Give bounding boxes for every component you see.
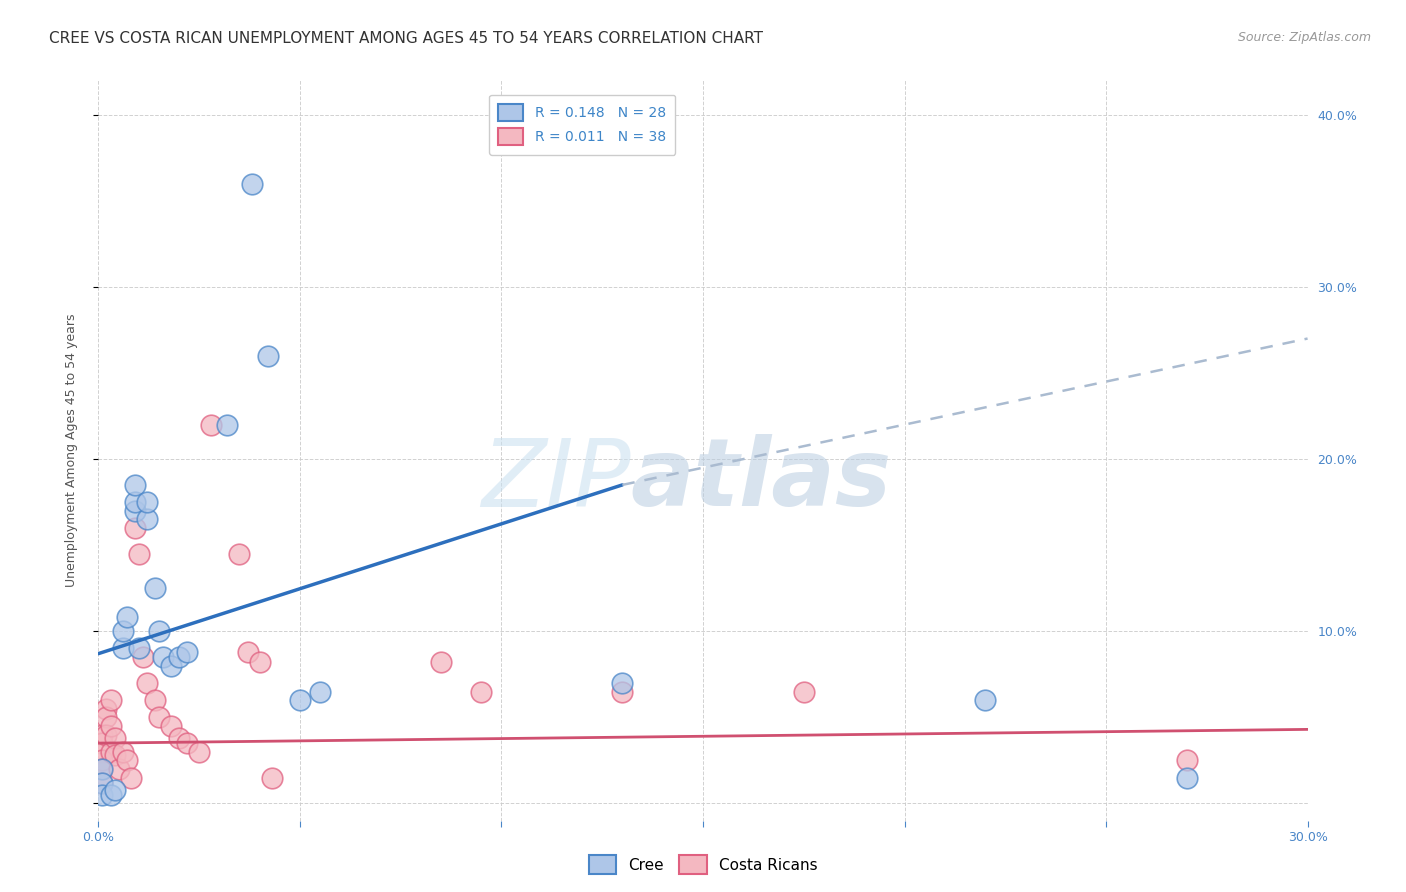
Point [288, 693, 311, 707]
Text: ZIP: ZIP [481, 434, 630, 525]
Point [100, 719, 122, 733]
Point [111, 641, 134, 656]
Point [100, 745, 122, 759]
Legend: Cree, Costa Ricans: Cree, Costa Ricans [582, 849, 824, 880]
Point [143, 581, 166, 595]
Point [132, 650, 155, 665]
Point [100, 788, 122, 802]
Point [120, 771, 142, 785]
Text: CREE VS COSTA RICAN UNEMPLOYMENT AMONG AGES 45 TO 54 YEARS CORRELATION CHART: CREE VS COSTA RICAN UNEMPLOYMENT AMONG A… [49, 31, 763, 46]
Point [91, 727, 114, 741]
Point [91, 736, 114, 750]
Text: Source: ZipAtlas.com: Source: ZipAtlas.com [1237, 31, 1371, 45]
Point [236, 645, 259, 659]
Point [176, 736, 198, 750]
Point [974, 693, 997, 707]
Point [176, 645, 198, 659]
Point [91, 753, 114, 767]
Point [217, 417, 239, 432]
Point [96, 702, 118, 716]
Point [91, 762, 114, 776]
Point [115, 753, 138, 767]
Point [470, 684, 492, 698]
Point [249, 655, 271, 669]
Point [103, 748, 125, 763]
Point [135, 512, 157, 526]
Point [612, 676, 634, 690]
Point [160, 719, 183, 733]
Point [240, 177, 263, 191]
Point [111, 745, 134, 759]
Point [91, 762, 114, 776]
Point [91, 776, 114, 790]
Point [107, 762, 129, 776]
Point [260, 771, 283, 785]
Point [124, 495, 146, 509]
Point [103, 782, 125, 797]
Point [1175, 771, 1198, 785]
Point [91, 788, 114, 802]
Point [135, 495, 157, 509]
Point [228, 547, 250, 561]
Point [96, 710, 118, 724]
Point [160, 658, 183, 673]
Point [128, 547, 150, 561]
Y-axis label: Unemployment Among Ages 45 to 54 years: Unemployment Among Ages 45 to 54 years [65, 314, 77, 587]
Point [309, 684, 332, 698]
Point [124, 478, 146, 492]
Point [152, 650, 174, 665]
Text: atlas: atlas [630, 434, 891, 526]
Point [188, 745, 211, 759]
Point [200, 417, 222, 432]
Point [103, 731, 125, 745]
Point [91, 776, 114, 790]
Point [430, 655, 453, 669]
Point [148, 710, 170, 724]
Point [115, 610, 138, 624]
Point [135, 676, 157, 690]
Legend: R = 0.148   N = 28, R = 0.011   N = 38: R = 0.148 N = 28, R = 0.011 N = 38 [489, 95, 675, 155]
Point [91, 745, 114, 759]
Point [111, 624, 134, 639]
Point [793, 684, 815, 698]
Point [1175, 753, 1198, 767]
Point [167, 650, 190, 665]
Point [100, 693, 122, 707]
Point [128, 641, 150, 656]
Point [96, 727, 118, 741]
Point [612, 684, 634, 698]
Point [167, 731, 190, 745]
Point [143, 693, 166, 707]
Point [124, 504, 146, 518]
Point [148, 624, 170, 639]
Point [256, 349, 278, 363]
Point [124, 521, 146, 535]
